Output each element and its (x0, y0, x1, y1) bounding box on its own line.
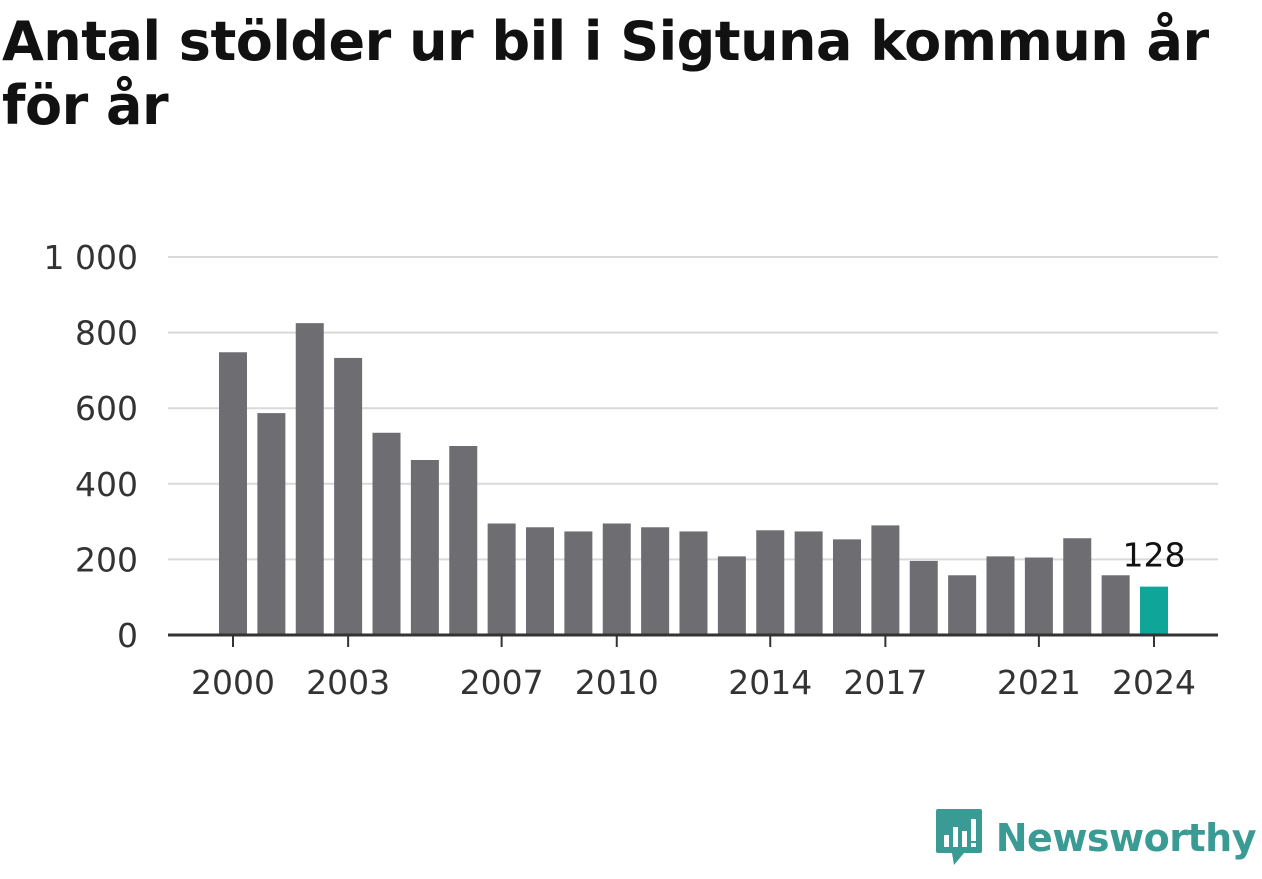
brand-name: Newsworthy (995, 816, 1257, 860)
y-tick-label: 0 (117, 616, 138, 655)
chart-title: Antal stölder ur bil i Sigtuna kommun år… (2, 10, 1209, 137)
bar-2014 (756, 530, 785, 635)
bar-2021 (1024, 557, 1053, 635)
bar-2009 (564, 531, 593, 635)
data-label-2024: 128 (1123, 536, 1186, 575)
y-tick-label: 1 000 (44, 238, 138, 277)
x-tick-label: 2007 (460, 663, 544, 702)
bar-2020 (986, 556, 1015, 635)
bar-2013 (717, 556, 746, 635)
x-axis (168, 633, 1218, 647)
bar-2006 (449, 446, 478, 635)
x-tick-label: 2003 (306, 663, 390, 702)
x-tick-label: 2017 (843, 663, 927, 702)
x-axis-tick-labels: 2000 2003 2007 2010 2014 2017 2021 2024 (191, 663, 1196, 702)
brand-logo: Newsworthy (934, 807, 1257, 869)
bar-2008 (526, 527, 554, 635)
bar-2019 (948, 575, 977, 635)
x-tick-label: 2000 (191, 663, 275, 702)
bar-2002 (295, 323, 324, 635)
bar-2018 (909, 560, 938, 635)
bar-2004 (372, 432, 401, 635)
bar-2001 (257, 413, 286, 635)
bar-2003 (334, 357, 363, 635)
bar-2015 (794, 531, 823, 635)
y-tick-label: 400 (75, 465, 138, 504)
bar-2024 (1140, 586, 1168, 635)
data-labels: 128 (1123, 536, 1186, 575)
x-tick-label: 2021 (997, 663, 1081, 702)
bar-2017 (871, 525, 900, 635)
bar-2011 (641, 527, 670, 635)
bar-2007 (487, 523, 516, 635)
gridlines (168, 256, 1218, 561)
y-tick-label: 600 (75, 389, 138, 428)
x-tick-label: 2024 (1112, 663, 1196, 702)
x-tick-label: 2010 (575, 663, 659, 702)
x-tick-label: 2014 (728, 663, 812, 702)
bar-2012 (679, 531, 708, 635)
bar-2023 (1101, 575, 1130, 635)
bar-2005 (410, 459, 439, 635)
y-tick-label: 200 (75, 540, 138, 579)
bar-2010 (602, 523, 631, 635)
newsworthy-logo-icon (935, 809, 982, 865)
bar-2022 (1063, 538, 1092, 635)
bar-2016 (833, 539, 861, 635)
bar-2000 (219, 352, 247, 635)
y-tick-label: 800 (75, 314, 138, 353)
y-axis-tick-labels: 0 200 400 600 800 1 000 (44, 238, 138, 655)
bars (219, 323, 1168, 635)
